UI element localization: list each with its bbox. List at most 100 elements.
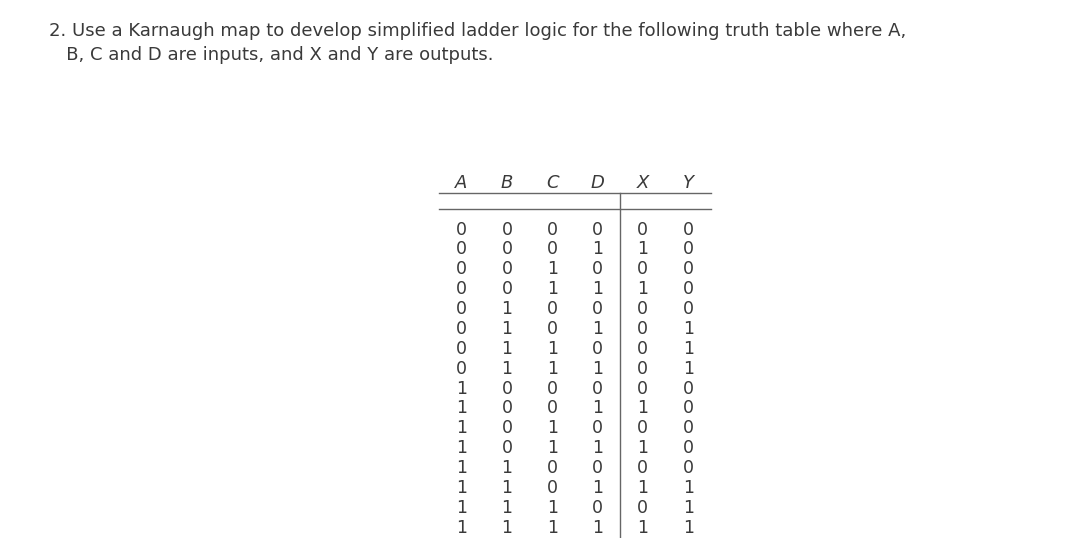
Text: Y: Y	[683, 174, 693, 192]
Text: 1: 1	[683, 479, 693, 497]
Text: 1: 1	[637, 241, 648, 259]
Text: 0: 0	[456, 320, 467, 338]
Text: 0: 0	[637, 360, 648, 378]
Text: 1: 1	[546, 499, 557, 517]
Text: 1: 1	[592, 280, 603, 298]
Text: 1: 1	[501, 360, 512, 378]
Text: 2. Use a Karnaugh map to develop simplified ladder logic for the following truth: 2. Use a Karnaugh map to develop simplif…	[49, 22, 906, 40]
Text: 1: 1	[592, 519, 603, 537]
Text: 1: 1	[592, 439, 603, 457]
Text: 0: 0	[637, 300, 648, 318]
Text: 1: 1	[592, 479, 603, 497]
Text: 0: 0	[456, 260, 467, 279]
Text: 0: 0	[683, 399, 693, 418]
Text: 0: 0	[683, 221, 693, 239]
Text: 1: 1	[592, 399, 603, 418]
Text: 1: 1	[683, 320, 693, 338]
Text: 0: 0	[637, 340, 648, 358]
Text: 1: 1	[546, 360, 557, 378]
Text: 1: 1	[501, 519, 512, 537]
Text: B, C and D are inputs, and X and Y are outputs.: B, C and D are inputs, and X and Y are o…	[49, 45, 494, 64]
Text: 0: 0	[637, 320, 648, 338]
Text: 1: 1	[546, 519, 557, 537]
Text: 1: 1	[456, 459, 467, 477]
Text: 1: 1	[637, 399, 648, 418]
Text: A: A	[456, 174, 468, 192]
Text: 0: 0	[546, 399, 557, 418]
Text: 0: 0	[456, 280, 467, 298]
Text: 0: 0	[637, 380, 648, 398]
Text: 0: 0	[683, 300, 693, 318]
Text: 1: 1	[546, 419, 557, 437]
Text: 1: 1	[683, 499, 693, 517]
Text: 1: 1	[637, 280, 648, 298]
Text: 0: 0	[546, 241, 557, 259]
Text: 0: 0	[501, 439, 512, 457]
Text: 1: 1	[456, 439, 467, 457]
Text: 0: 0	[592, 340, 603, 358]
Text: 0: 0	[592, 499, 603, 517]
Text: 0: 0	[683, 280, 693, 298]
Text: 0: 0	[456, 360, 467, 378]
Text: 0: 0	[592, 419, 603, 437]
Text: 0: 0	[501, 419, 512, 437]
Text: 0: 0	[456, 221, 467, 239]
Text: 1: 1	[637, 519, 648, 537]
Text: 0: 0	[501, 280, 512, 298]
Text: 0: 0	[637, 260, 648, 279]
Text: 0: 0	[501, 380, 512, 398]
Text: 0: 0	[683, 241, 693, 259]
Text: 0: 0	[546, 479, 557, 497]
Text: 1: 1	[456, 479, 467, 497]
Text: 0: 0	[592, 260, 603, 279]
Text: 0: 0	[546, 221, 557, 239]
Text: 0: 0	[501, 221, 512, 239]
Text: 1: 1	[456, 419, 467, 437]
Text: 0: 0	[683, 260, 693, 279]
Text: 0: 0	[637, 419, 648, 437]
Text: 1: 1	[592, 241, 603, 259]
Text: 1: 1	[546, 260, 557, 279]
Text: 1: 1	[501, 459, 512, 477]
Text: 0: 0	[546, 300, 557, 318]
Text: 1: 1	[683, 519, 693, 537]
Text: 1: 1	[546, 439, 557, 457]
Text: 1: 1	[501, 340, 512, 358]
Text: 0: 0	[592, 459, 603, 477]
Text: 0: 0	[683, 380, 693, 398]
Text: 1: 1	[501, 479, 512, 497]
Text: 0: 0	[501, 399, 512, 418]
Text: X: X	[636, 174, 649, 192]
Text: B: B	[501, 174, 513, 192]
Text: 1: 1	[683, 340, 693, 358]
Text: 0: 0	[592, 300, 603, 318]
Text: 1: 1	[637, 439, 648, 457]
Text: 1: 1	[546, 340, 557, 358]
Text: 0: 0	[592, 221, 603, 239]
Text: 0: 0	[456, 241, 467, 259]
Text: 1: 1	[456, 499, 467, 517]
Text: 0: 0	[546, 320, 557, 338]
Text: 1: 1	[546, 280, 557, 298]
Text: D: D	[591, 174, 605, 192]
Text: 0: 0	[501, 241, 512, 259]
Text: 1: 1	[637, 479, 648, 497]
Text: 1: 1	[683, 360, 693, 378]
Text: 0: 0	[683, 459, 693, 477]
Text: 1: 1	[501, 320, 512, 338]
Text: 1: 1	[592, 320, 603, 338]
Text: 0: 0	[637, 221, 648, 239]
Text: 0: 0	[637, 499, 648, 517]
Text: C: C	[545, 174, 558, 192]
Text: 1: 1	[592, 360, 603, 378]
Text: 0: 0	[592, 380, 603, 398]
Text: 1: 1	[501, 499, 512, 517]
Text: 1: 1	[456, 399, 467, 418]
Text: 0: 0	[456, 300, 467, 318]
Text: 1: 1	[456, 380, 467, 398]
Text: 1: 1	[456, 519, 467, 537]
Text: 0: 0	[637, 459, 648, 477]
Text: 0: 0	[546, 380, 557, 398]
Text: 0: 0	[546, 459, 557, 477]
Text: 0: 0	[501, 260, 512, 279]
